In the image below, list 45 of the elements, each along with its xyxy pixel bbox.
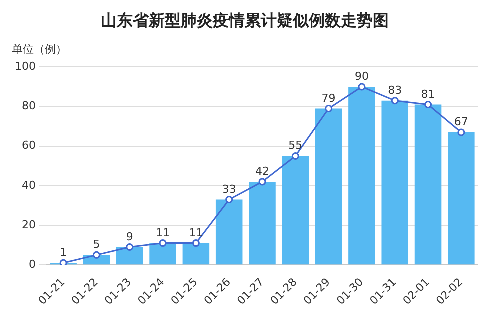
bar — [282, 156, 310, 265]
data-label: 81 — [421, 88, 436, 101]
point — [358, 83, 366, 91]
point — [126, 244, 134, 252]
y-tick-label: 40 — [22, 178, 36, 192]
bar — [249, 182, 276, 265]
point — [458, 128, 466, 136]
bar — [348, 86, 376, 265]
point — [258, 178, 266, 186]
data-label: 11 — [189, 226, 204, 240]
y-tick-label: 80 — [22, 100, 36, 113]
point — [325, 105, 333, 112]
bar — [448, 132, 475, 265]
bar — [150, 243, 176, 265]
data-label: 5 — [93, 238, 100, 252]
data-label: 1 — [60, 246, 68, 260]
y-tick-label: 20 — [22, 218, 36, 232]
point — [226, 196, 234, 204]
bar — [382, 100, 408, 265]
point — [60, 259, 68, 266]
data-label: 33 — [222, 182, 236, 196]
bar — [414, 104, 442, 265]
data-label: 90 — [354, 70, 369, 83]
point — [92, 251, 100, 259]
y-axis-title: 单位（例） — [12, 43, 67, 56]
point — [192, 240, 200, 248]
y-tick-label: 0 — [28, 258, 36, 271]
point — [424, 101, 432, 109]
y-tick-label: 60 — [22, 139, 36, 152]
data-label: 79 — [322, 92, 336, 105]
data-label: 11 — [156, 226, 170, 240]
bar — [216, 200, 243, 265]
point — [391, 97, 399, 105]
point — [292, 152, 300, 160]
data-label: 67 — [454, 115, 468, 128]
bar — [315, 108, 342, 265]
data-label: 42 — [256, 164, 270, 178]
bar — [116, 247, 144, 265]
point — [159, 240, 167, 248]
data-label: 9 — [126, 230, 134, 244]
bar — [182, 243, 210, 265]
data-label: 83 — [388, 84, 402, 97]
data-label: 55 — [288, 139, 303, 152]
chart-title: 山东省新型肺炎疫情累计疑似例数走势图 — [101, 10, 389, 30]
y-tick-label: 100 — [14, 60, 36, 74]
